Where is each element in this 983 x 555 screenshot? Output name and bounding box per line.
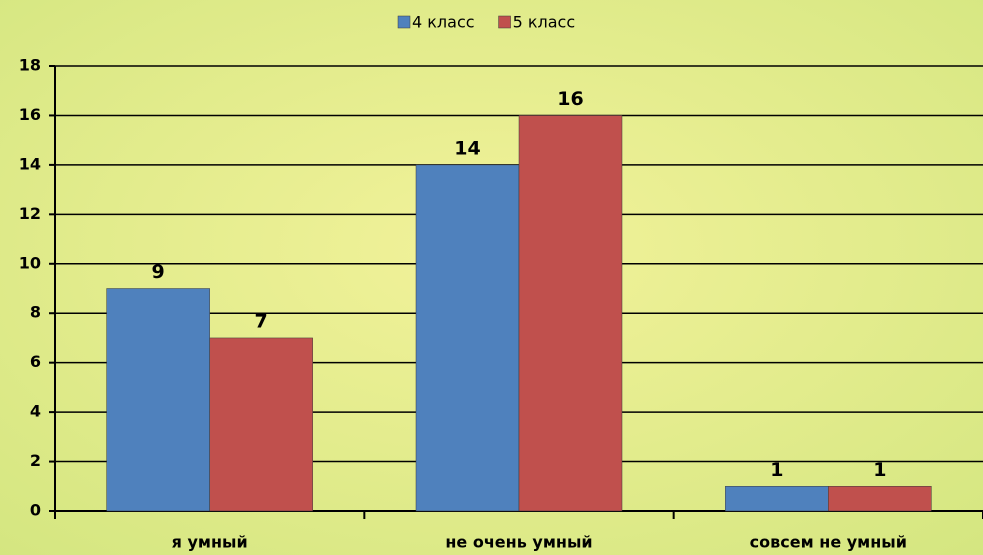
y-tick-label: 6	[30, 352, 41, 371]
bar	[828, 486, 932, 512]
bar	[415, 164, 520, 512]
bar	[106, 288, 210, 512]
y-tick-label: 12	[19, 204, 41, 223]
y-tick-label: 0	[30, 501, 41, 520]
legend-swatch	[498, 15, 511, 29]
y-tick-label: 2	[30, 451, 41, 470]
data-label: 1	[873, 459, 886, 481]
y-tick-label: 16	[19, 105, 41, 124]
x-tick-label: совсем не умный	[750, 533, 907, 552]
y-tick-label: 14	[19, 154, 41, 173]
x-tick-label: не очень умный	[445, 533, 592, 552]
data-label: 7	[255, 310, 268, 332]
y-tick-label: 18	[19, 56, 41, 75]
data-label: 16	[557, 88, 583, 110]
data-label: 9	[152, 261, 165, 283]
y-tick-label: 4	[30, 402, 41, 421]
data-label: 14	[454, 137, 480, 159]
x-tick-label: я умный	[172, 533, 248, 552]
data-label: 1	[770, 459, 783, 481]
y-tick-label: 8	[30, 303, 41, 322]
legend-swatch	[397, 15, 411, 29]
bar	[725, 486, 829, 512]
y-tick-label: 10	[19, 253, 41, 272]
legend-label: 5 класс	[513, 13, 576, 32]
bar	[209, 337, 313, 512]
legend-label: 4 класс	[412, 13, 475, 32]
bar	[518, 115, 623, 512]
